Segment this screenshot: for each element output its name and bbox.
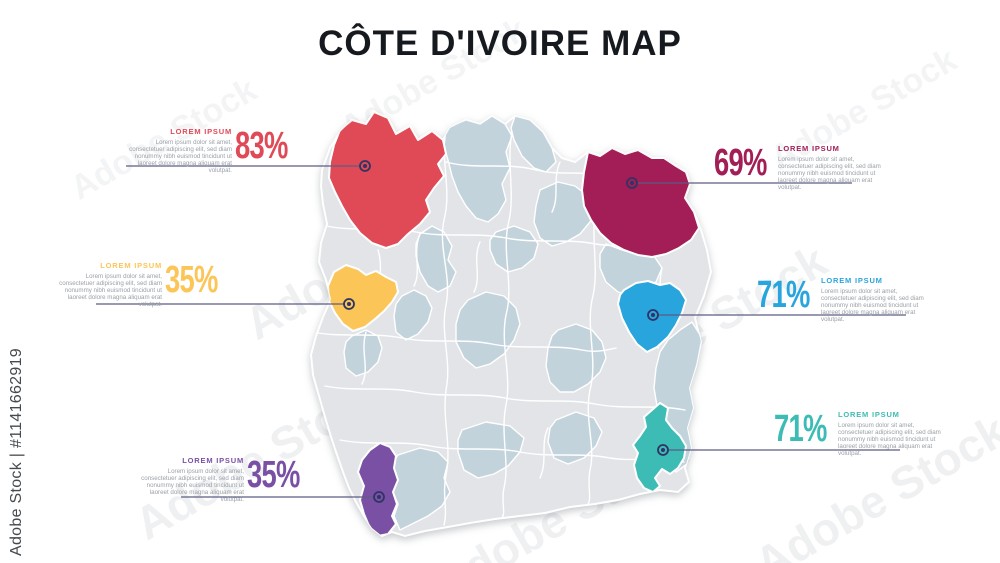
callout-body: Lorem ipsum dolor sit amet, consectetuer… xyxy=(821,287,924,324)
region-border xyxy=(361,331,367,385)
map-region-southwest xyxy=(357,442,399,536)
callout-value: 69% xyxy=(714,142,767,184)
callout-text-block: LOREM IPSUM Lorem ipsum dolor sit amet, … xyxy=(821,276,925,323)
map-subregion xyxy=(457,421,525,479)
map-region-northeast xyxy=(581,147,700,258)
marker-northwest xyxy=(359,160,371,172)
callout-value: 35% xyxy=(247,454,300,496)
map-subregion xyxy=(343,329,383,377)
callout-value: 71% xyxy=(757,274,810,316)
marker-southwest xyxy=(373,491,385,503)
region-border xyxy=(551,161,561,213)
callout-value: 83% xyxy=(235,125,288,167)
region-border xyxy=(324,385,686,411)
marker-northeast xyxy=(626,177,638,189)
callout-body: Lorem ipsum dolor sit amet, consectetuer… xyxy=(129,138,232,175)
callout-text-block: LOREM IPSUM Lorem ipsum dolor sit amet, … xyxy=(838,410,942,457)
region-border xyxy=(311,331,617,352)
callout-text-block: LOREM IPSUM Lorem ipsum dolor sit amet, … xyxy=(140,456,244,503)
region-border xyxy=(587,207,597,505)
callout-heading: LOREM IPSUM xyxy=(170,127,232,136)
callout-heading: LOREM IPSUM xyxy=(100,261,162,270)
map-subregion xyxy=(455,291,521,369)
region-border xyxy=(445,161,599,177)
watermark-vertical: Adobe Stock | #1141662919 xyxy=(8,348,25,556)
region-border xyxy=(539,427,549,479)
map-regions xyxy=(311,112,703,536)
region-border xyxy=(501,131,513,519)
callout-northwest: LOREM IPSUM Lorem ipsum dolor sit amet, … xyxy=(128,127,291,174)
region-border xyxy=(413,233,421,287)
region-border xyxy=(339,439,685,463)
callout-value: 35% xyxy=(165,259,218,301)
marker-east xyxy=(647,309,659,321)
region-border xyxy=(441,127,449,526)
callout-west: LOREM IPSUM Lorem ipsum dolor sit amet, … xyxy=(58,261,221,308)
callout-text-block: LOREM IPSUM Lorem ipsum dolor sit amet, … xyxy=(778,144,882,191)
callout-body: Lorem ipsum dolor sit amet, consectetuer… xyxy=(778,155,881,192)
map-region-west xyxy=(327,264,399,332)
page-title: CÔTE D'IVOIRE MAP xyxy=(318,24,682,63)
callout-southwest: LOREM IPSUM Lorem ipsum dolor sit amet, … xyxy=(140,456,303,503)
callout-heading: LOREM IPSUM xyxy=(182,456,244,465)
callout-value: 71% xyxy=(774,408,827,450)
marker-west xyxy=(343,298,355,310)
map-subregion xyxy=(393,289,433,341)
callout-body: Lorem ipsum dolor sit amet, consectetuer… xyxy=(59,272,162,309)
region-border xyxy=(473,241,481,293)
map-subregion xyxy=(533,181,597,247)
map-subregion xyxy=(443,115,513,223)
callout-heading: LOREM IPSUM xyxy=(838,410,900,419)
callout-east: 71% LOREM IPSUM Lorem ipsum dolor sit am… xyxy=(757,276,925,323)
callout-body: Lorem ipsum dolor sit amet, consectetuer… xyxy=(141,467,244,504)
marker-southeast xyxy=(657,444,669,456)
callout-body: Lorem ipsum dolor sit amet, consectetuer… xyxy=(838,421,941,458)
callout-text-block: LOREM IPSUM Lorem ipsum dolor sit amet, … xyxy=(58,261,162,308)
callout-heading: LOREM IPSUM xyxy=(778,144,840,153)
callout-northeast: 69% LOREM IPSUM Lorem ipsum dolor sit am… xyxy=(714,144,882,191)
callout-southeast: 71% LOREM IPSUM Lorem ipsum dolor sit am… xyxy=(774,410,942,457)
callout-heading: LOREM IPSUM xyxy=(821,276,883,285)
callout-text-block: LOREM IPSUM Lorem ipsum dolor sit amet, … xyxy=(128,127,232,174)
